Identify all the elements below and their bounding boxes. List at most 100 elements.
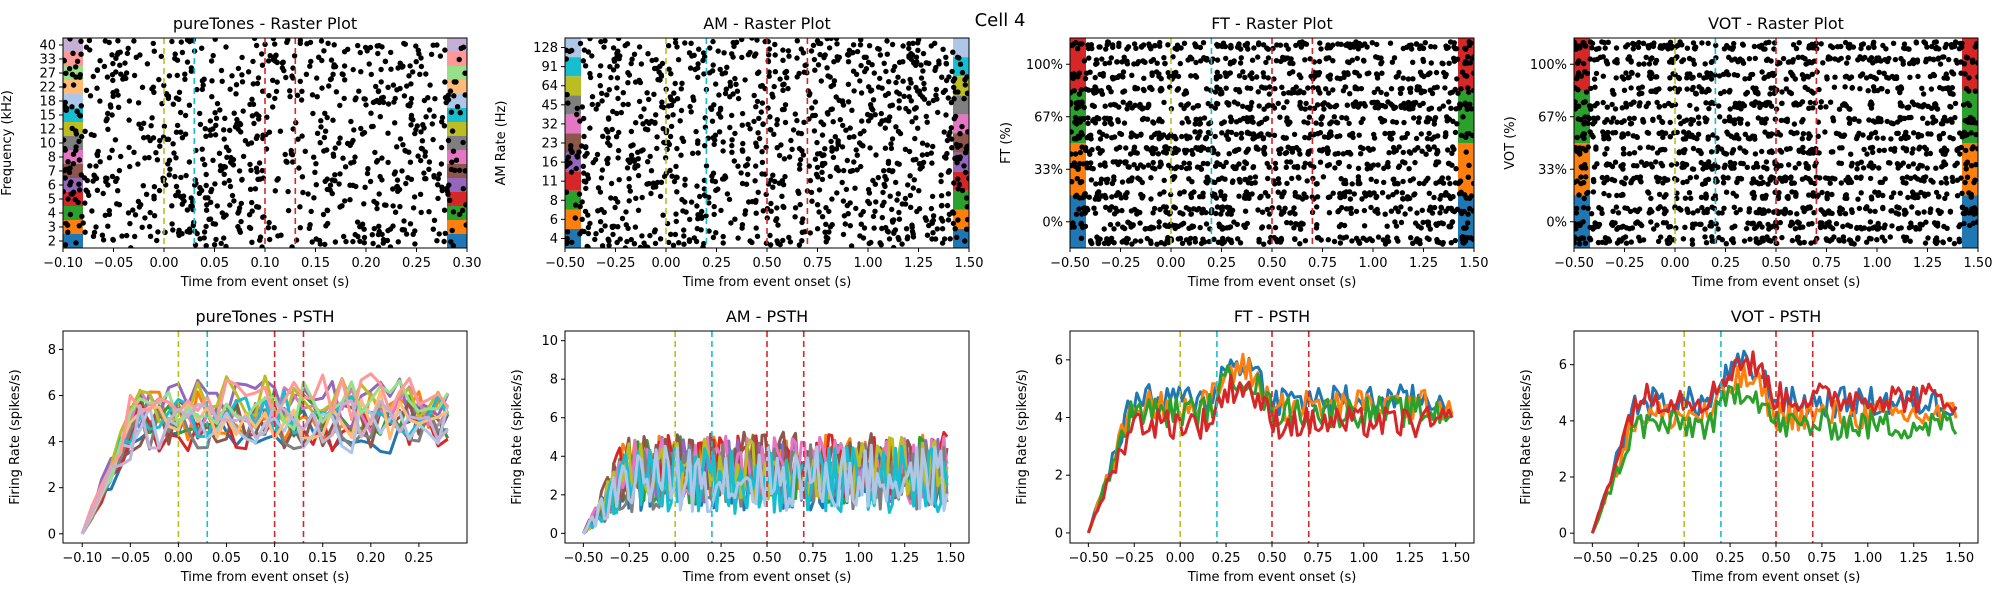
spike-mark (1453, 166, 1459, 172)
spike-mark (1696, 72, 1703, 78)
spike-mark (103, 175, 109, 181)
spike-mark (1325, 237, 1332, 243)
spike-mark (1269, 102, 1276, 109)
spike-mark (625, 225, 631, 231)
spike-mark (1636, 39, 1642, 46)
spike-mark (856, 140, 863, 146)
spike-mark (681, 241, 687, 247)
spike-mark (879, 225, 885, 232)
spike-mark (1157, 191, 1163, 197)
spike-mark (1763, 116, 1770, 122)
spike-mark (1384, 234, 1391, 240)
spike-mark (1446, 223, 1453, 229)
spike-mark (1462, 72, 1468, 79)
spike-mark (1198, 240, 1205, 247)
spike-mark (1323, 86, 1329, 92)
spike-mark (1130, 222, 1136, 229)
spike-mark (112, 137, 119, 143)
spike-mark (1344, 41, 1351, 47)
spike-mark (721, 176, 727, 182)
spike-mark (1418, 43, 1424, 49)
spike-mark (1716, 73, 1723, 79)
spike-mark (1168, 191, 1174, 198)
spike-mark (438, 144, 445, 151)
spike-mark (1713, 55, 1719, 61)
spike-mark (78, 172, 85, 178)
spike-mark (1460, 114, 1466, 120)
spike-mark (790, 127, 797, 133)
condition-strip-left (565, 76, 581, 96)
spike-mark (610, 108, 616, 115)
spike-mark (109, 52, 115, 58)
spike-mark (1419, 88, 1425, 94)
spike-mark (786, 234, 792, 241)
spike-mark (681, 233, 687, 239)
spike-mark (654, 179, 661, 186)
spike-mark (1225, 129, 1231, 135)
spike-mark (373, 83, 379, 90)
spike-mark (249, 239, 255, 245)
spike-mark (1941, 223, 1947, 230)
spike-mark (1920, 115, 1926, 122)
spike-mark (1924, 165, 1930, 171)
spike-mark (1180, 211, 1186, 217)
spike-mark (421, 97, 428, 104)
spike-mark (1373, 178, 1380, 185)
spike-mark (1255, 89, 1262, 95)
spike-mark (759, 82, 765, 89)
spike-mark (369, 232, 375, 238)
spike-mark (1101, 226, 1107, 232)
spike-mark (1447, 180, 1453, 187)
spike-mark (1237, 60, 1244, 66)
spike-mark (872, 112, 878, 118)
spike-mark (961, 163, 967, 169)
spike-mark (199, 86, 205, 93)
spike-mark (1899, 175, 1906, 181)
spike-mark (1667, 119, 1673, 126)
spike-mark (921, 96, 928, 102)
spike-mark (1158, 76, 1164, 82)
y-tick-label: 67% (1034, 110, 1063, 125)
spike-mark (401, 93, 408, 99)
spike-mark (1276, 205, 1282, 211)
spike-mark (135, 198, 142, 205)
spike-mark (909, 224, 915, 230)
spike-mark (1779, 100, 1785, 107)
spike-mark (253, 42, 260, 49)
spike-mark (879, 85, 885, 91)
spike-mark (1135, 59, 1142, 65)
spike-mark (324, 207, 331, 214)
condition-strip-right (447, 66, 467, 80)
spike-mark (459, 207, 466, 214)
spike-mark (1190, 105, 1196, 111)
spike-mark (1267, 132, 1273, 138)
spike-mark (87, 93, 94, 99)
spike-mark (709, 68, 716, 74)
spike-mark (1676, 114, 1683, 120)
spike-mark (67, 165, 73, 171)
spike-mark (366, 61, 372, 67)
spike-mark (324, 147, 330, 153)
spike-mark (1406, 166, 1412, 172)
spike-mark (1195, 103, 1202, 109)
spike-mark (448, 109, 455, 115)
spike-mark (1284, 180, 1290, 187)
spike-mark (769, 91, 775, 97)
spike-mark (1387, 40, 1394, 46)
spike-mark (364, 170, 371, 177)
spike-mark (1211, 236, 1217, 242)
spike-mark (1108, 238, 1115, 244)
spike-mark (1165, 70, 1171, 76)
spike-mark (322, 241, 328, 248)
spike-mark (858, 221, 864, 227)
spike-mark (1921, 144, 1928, 150)
spike-mark (251, 38, 258, 42)
spike-mark (63, 167, 68, 174)
spike-mark (1100, 73, 1106, 79)
spike-mark (322, 128, 329, 134)
spike-mark (1085, 120, 1091, 127)
spike-mark (722, 90, 729, 97)
spike-mark (1820, 60, 1826, 66)
spike-mark (658, 73, 665, 79)
spike-mark (151, 89, 157, 96)
